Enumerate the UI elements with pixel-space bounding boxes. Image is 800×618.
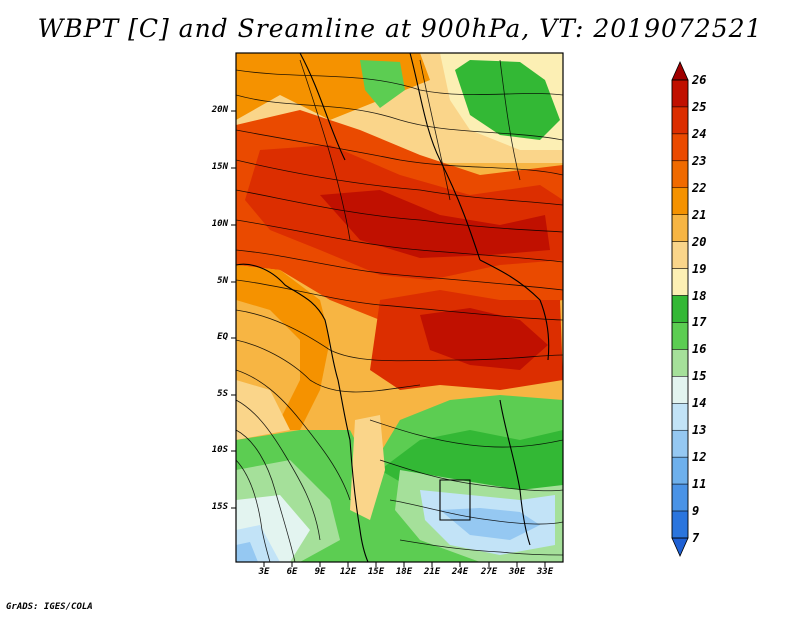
colorbar-box — [671, 510, 689, 539]
colorbar-label: 21 — [692, 207, 707, 222]
lat-label-15s: 15S — [211, 502, 228, 512]
colorbar-box — [671, 133, 689, 162]
lon-label-18e: 18E — [395, 567, 413, 577]
colorbar — [671, 61, 689, 557]
colorbar-label: 12 — [692, 450, 707, 465]
colorbar-top-triangle — [671, 61, 689, 81]
colorbar-label: 18 — [692, 288, 707, 303]
lon-label-9e: 9E — [314, 567, 326, 577]
colorbar-box — [671, 268, 689, 296]
colorbar-box — [671, 322, 689, 350]
colorbar-box — [671, 187, 689, 215]
lon-label-33e: 33E — [536, 567, 554, 577]
lat-label-10s: 10S — [211, 445, 228, 455]
colorbar-label: 24 — [692, 126, 707, 141]
map-frame — [235, 52, 564, 563]
colorbar-label: 16 — [692, 342, 707, 357]
colorbar-label: 19 — [692, 261, 707, 276]
colorbar-label: 20 — [692, 234, 707, 249]
colorbar-label: 7 — [692, 531, 700, 545]
map-title: WBPT [C] and Sreamline at 900hPa, VT: 20… — [37, 14, 763, 43]
colorbar-box — [671, 79, 689, 108]
colorbar-box — [671, 295, 689, 323]
lat-label-eq: EQ — [217, 332, 228, 342]
wbpt-field — [236, 53, 563, 562]
colorbar-box — [671, 376, 689, 404]
colorbar-box — [671, 241, 689, 269]
colorbar-bottom-triangle — [671, 537, 689, 557]
colorbar-box — [671, 160, 689, 189]
colorbar-label: 9 — [692, 504, 700, 519]
lat-label-15n: 15N — [211, 162, 228, 172]
lon-label-6e: 6E — [286, 567, 298, 577]
lon-label-24e: 24E — [451, 567, 469, 577]
colorbar-label: 13 — [692, 423, 707, 438]
lat-label-10n: 10N — [211, 219, 228, 229]
colorbar-box — [671, 214, 689, 242]
colorbar-label: 25 — [692, 99, 707, 114]
colorbar-label: 26 — [692, 73, 707, 87]
colorbar-box — [671, 456, 689, 485]
colorbar-label: 14 — [692, 396, 707, 411]
colorbar-box — [671, 106, 689, 135]
lat-label-5n: 5N — [217, 276, 228, 286]
colorbar-box — [671, 349, 689, 377]
colorbar-label: 23 — [692, 153, 707, 168]
lon-label-15e: 15E — [367, 567, 385, 577]
colorbar-box — [671, 403, 689, 431]
colorbar-box — [671, 483, 689, 512]
lon-label-12e: 12E — [339, 567, 357, 577]
colorbar-label: 15 — [692, 369, 707, 384]
lat-label-20n: 20N — [211, 105, 228, 115]
lon-label-21e: 21E — [423, 567, 441, 577]
lon-label-27e: 27E — [480, 567, 498, 577]
colorbar-label: 11 — [692, 477, 707, 492]
lat-label-5s: 5S — [217, 389, 228, 399]
colorbar-label: 17 — [692, 315, 707, 330]
colorbar-label: 22 — [692, 180, 707, 195]
grads-credit: GrADS: IGES/COLA — [6, 602, 93, 612]
lon-label-30e: 30E — [508, 567, 526, 577]
colorbar-box — [671, 429, 689, 458]
lon-label-3e: 3E — [258, 567, 270, 577]
